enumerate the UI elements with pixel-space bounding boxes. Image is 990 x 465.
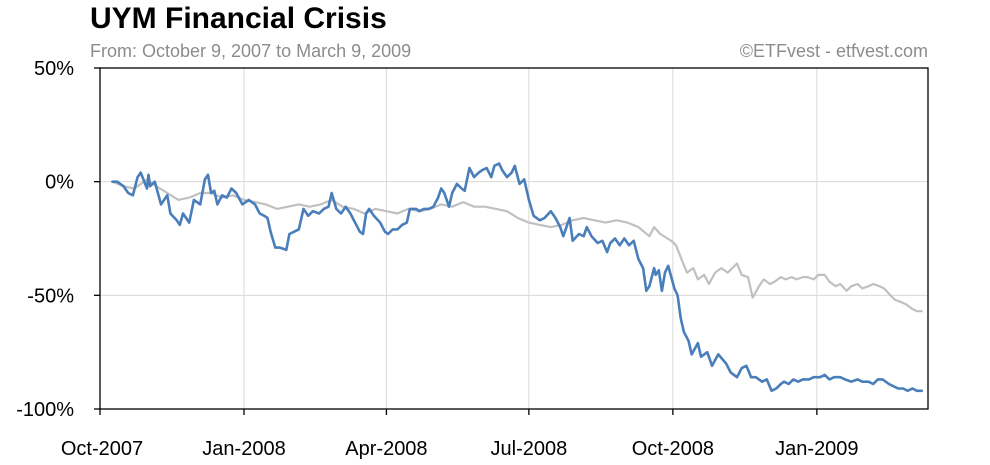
chart-credit: ©ETFvest - etfvest.com xyxy=(739,41,928,61)
series-lines xyxy=(111,162,924,393)
chart-title: UYM Financial Crisis xyxy=(90,2,387,35)
y-tick-label: 50% xyxy=(34,58,74,80)
x-tick-label: Oct-2008 xyxy=(632,438,714,460)
x-tick-label: Apr-2008 xyxy=(345,438,427,460)
series-line-blue xyxy=(111,162,924,393)
y-axis-ticks: 50% 0% -50% -100% xyxy=(16,58,100,421)
grid-lines xyxy=(100,68,928,409)
x-tick-label: Jan-2008 xyxy=(202,438,285,460)
x-tick-label: Jul-2008 xyxy=(491,438,568,460)
plot-frame xyxy=(99,67,929,410)
y-tick-label: -100% xyxy=(16,399,74,421)
series-line-gray xyxy=(111,178,923,313)
chart-subtitle: From: October 9, 2007 to March 9, 2009 xyxy=(90,41,412,61)
x-tick-label: Oct-2007 xyxy=(61,438,143,460)
x-tick-label: Jan-2009 xyxy=(775,438,858,460)
x-axis-ticks: Oct-2007 Jan-2008 Apr-2008 Jul-2008 Oct-2008… xyxy=(61,409,859,460)
y-tick-label: 0% xyxy=(45,172,74,194)
y-tick-label: -50% xyxy=(27,285,74,307)
